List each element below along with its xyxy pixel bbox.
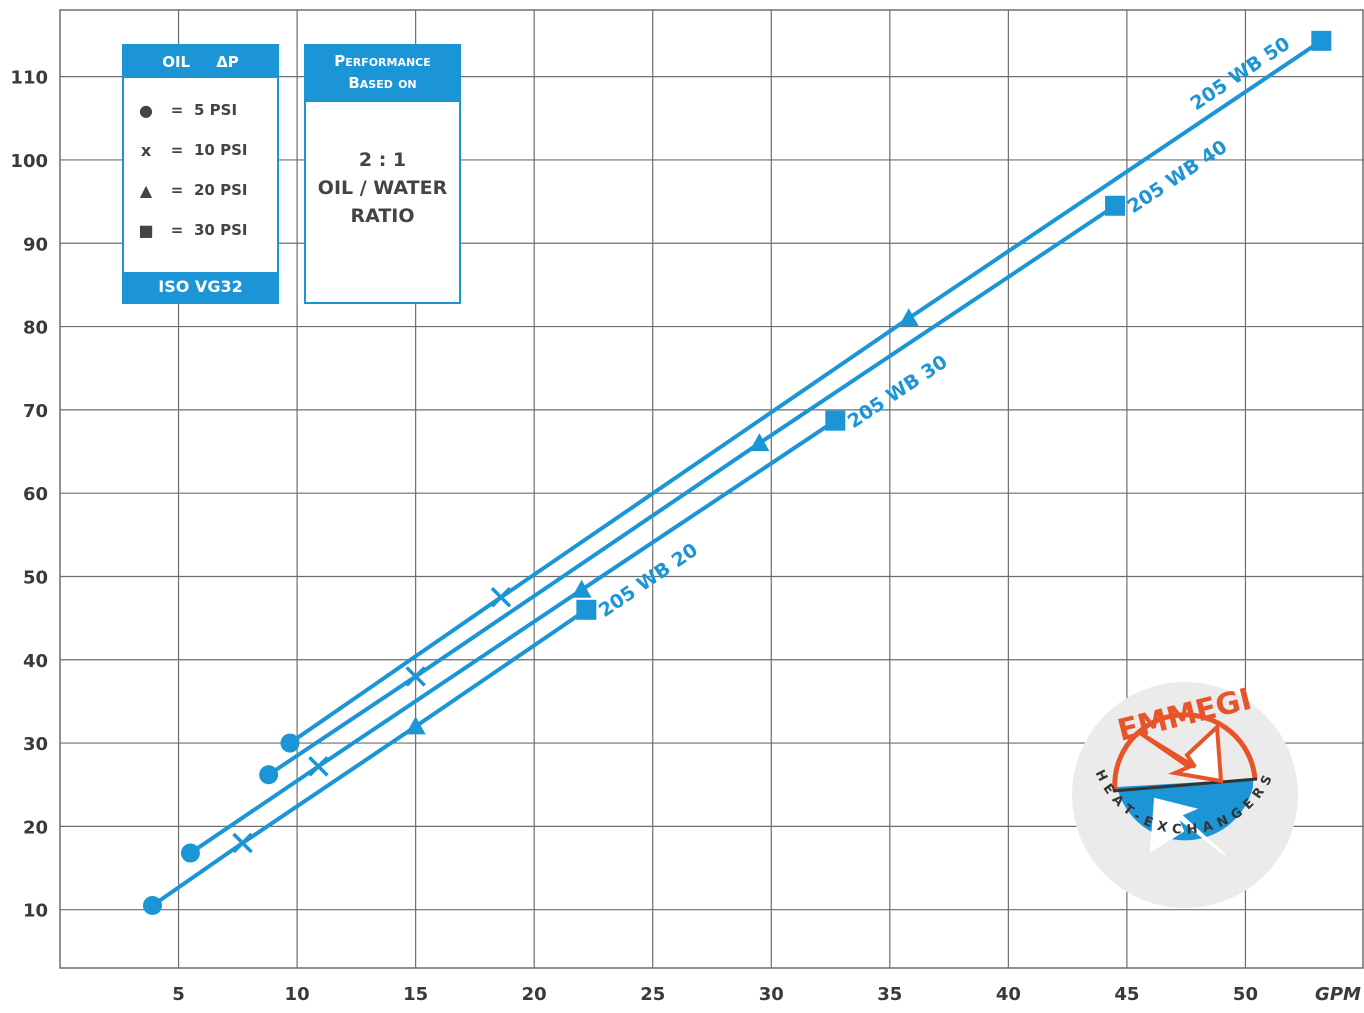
legend-row-5psi: ● = 5 PSI bbox=[132, 90, 277, 130]
plot-frame bbox=[59, 9, 1364, 969]
legend-title-oil: OIL bbox=[162, 53, 191, 71]
y-tick-label: 70 bbox=[23, 401, 48, 422]
performance-ratio: 2 : 1 bbox=[358, 149, 407, 171]
legend-label: 20 PSI bbox=[194, 181, 248, 199]
point-triangle bbox=[405, 716, 426, 735]
x-tick-label: 5 bbox=[172, 984, 185, 1005]
y-tick-label: 30 bbox=[23, 734, 48, 755]
x-marker-icon: x bbox=[140, 140, 152, 160]
x-tick-label: 45 bbox=[1114, 984, 1139, 1005]
point-square bbox=[576, 599, 597, 620]
legend-label: 5 PSI bbox=[194, 101, 238, 119]
point-square bbox=[825, 410, 846, 431]
point-x bbox=[308, 756, 329, 777]
square-marker-icon: ■ bbox=[138, 220, 154, 240]
x-tick-label: 20 bbox=[522, 984, 547, 1005]
legend-equals: = bbox=[170, 181, 184, 199]
point-circle bbox=[180, 843, 200, 863]
point-circle bbox=[280, 733, 300, 753]
point-square bbox=[1311, 30, 1332, 51]
oil-dp-legend: OIL ΔP ● = 5 PSI x = 10 PSI ▲ = 20 PSI ■… bbox=[122, 44, 279, 304]
series-label: 205 WB 50 bbox=[1187, 33, 1295, 115]
x-tick-label: 15 bbox=[403, 984, 428, 1005]
point-x bbox=[232, 832, 253, 854]
point-triangle bbox=[898, 308, 919, 327]
series-line bbox=[267, 204, 1117, 777]
legend-footer: ISO VG32 bbox=[124, 272, 277, 302]
legend-equals: = bbox=[170, 101, 184, 119]
performance-line3: RATIO bbox=[350, 205, 415, 227]
legend-rows: ● = 5 PSI x = 10 PSI ▲ = 20 PSI ■ = 30 P… bbox=[124, 78, 277, 270]
x-tick-label: 25 bbox=[640, 984, 665, 1005]
circle-marker-icon: ● bbox=[139, 100, 153, 120]
performance-header: Performance Based on bbox=[306, 46, 459, 102]
logo-divider bbox=[1112, 777, 1258, 793]
y-tick-label: 20 bbox=[23, 817, 48, 838]
legend-equals: = bbox=[170, 221, 184, 239]
performance-box: Performance Based on 2 : 1 OIL / WATER R… bbox=[304, 44, 461, 304]
x-tick-label: 35 bbox=[877, 984, 902, 1005]
y-tick-label: 40 bbox=[23, 651, 48, 672]
logo-arrow-down bbox=[1149, 797, 1226, 856]
legend-header: OIL ΔP bbox=[124, 46, 277, 78]
y-tick-label: 60 bbox=[23, 484, 48, 505]
point-square bbox=[1105, 195, 1126, 216]
point-circle bbox=[142, 896, 162, 916]
legend-row-30psi: ■ = 30 PSI bbox=[132, 210, 277, 250]
legend-equals: = bbox=[170, 141, 184, 159]
x-tick-label: 10 bbox=[285, 984, 310, 1005]
performance-line2: OIL / WATER bbox=[317, 177, 448, 199]
point-triangle bbox=[571, 579, 592, 598]
series-line bbox=[189, 419, 837, 855]
y-tick-label: 100 bbox=[10, 151, 48, 172]
logo-upper-arc bbox=[1112, 712, 1258, 792]
performance-head-line2: Based on bbox=[348, 74, 417, 92]
y-tick-label: 80 bbox=[23, 318, 48, 339]
point-x bbox=[405, 666, 426, 687]
x-tick-label: 50 bbox=[1233, 984, 1258, 1005]
series-label: 205 WB 30 bbox=[844, 351, 952, 433]
y-tick-label: 50 bbox=[23, 567, 48, 588]
legend-title-dp: ΔP bbox=[216, 53, 239, 71]
x-tick-label: 30 bbox=[759, 984, 784, 1005]
point-circle bbox=[259, 765, 279, 785]
logo-arrow-up bbox=[1138, 722, 1224, 784]
series-label: 205 WB 20 bbox=[595, 539, 702, 622]
x-axis-unit: GPM bbox=[1315, 984, 1361, 1005]
triangle-marker-icon: ▲ bbox=[139, 180, 153, 200]
legend-label: 30 PSI bbox=[194, 221, 248, 239]
y-tick-label: 110 bbox=[10, 68, 48, 89]
legend-label: 10 PSI bbox=[194, 141, 248, 159]
point-x bbox=[490, 587, 512, 608]
series-label: 205 WB 40 bbox=[1124, 136, 1232, 218]
tick-labels: 5 10 15 20 25 30 35 40 45 50 10 20 30 40 50 60 70 80 90 100… bbox=[10, 68, 1361, 1005]
series-line bbox=[288, 39, 1323, 745]
x-tick-label: 40 bbox=[996, 984, 1021, 1005]
y-tick-label: 90 bbox=[23, 234, 48, 255]
series-line bbox=[151, 608, 588, 908]
point-triangle bbox=[749, 433, 770, 452]
performance-body: 2 : 1 OIL / WATER RATIO bbox=[306, 102, 459, 230]
legend-row-20psi: ▲ = 20 PSI bbox=[132, 170, 277, 210]
y-tick-label: 10 bbox=[23, 901, 48, 922]
performance-head-line1: Performance bbox=[334, 52, 431, 70]
legend-row-10psi: x = 10 PSI bbox=[132, 130, 277, 170]
